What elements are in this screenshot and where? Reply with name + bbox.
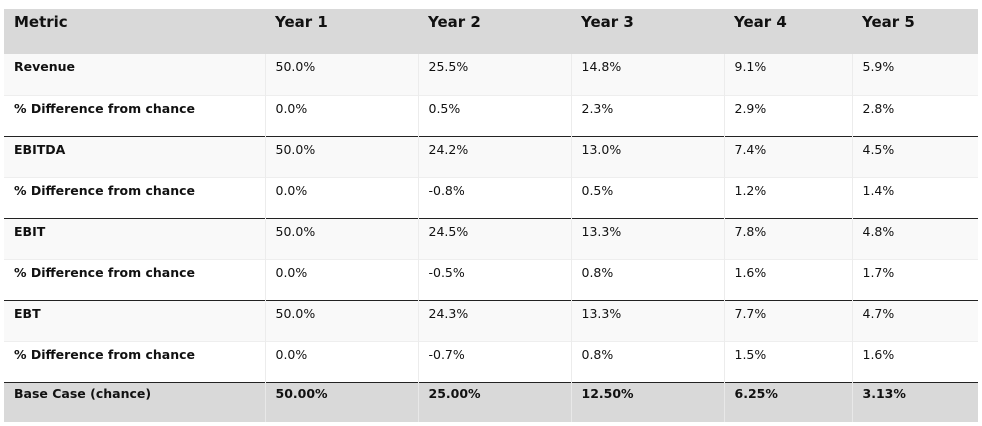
cell-value: 25.5% <box>417 54 571 95</box>
table-row: % Difference from chance 0.0% -0.7% 0.8%… <box>4 340 978 382</box>
header-year-5: Year 5 <box>852 9 978 54</box>
table-row: Revenue 50.0% 25.5% 14.8% 9.1% 5.9% <box>4 54 978 95</box>
table-row: % Difference from chance 0.0% -0.8% 0.5%… <box>4 176 978 218</box>
cell-value: 1.4% <box>851 176 978 218</box>
row-label: % Difference from chance <box>4 94 265 136</box>
cell-value: 1.2% <box>723 176 852 218</box>
cell-value: 2.8% <box>851 94 978 136</box>
cell-value: 50.0% <box>264 217 418 259</box>
cell-value: 0.8% <box>570 258 724 300</box>
cell-value: -0.5% <box>417 258 571 300</box>
row-label: % Difference from chance <box>4 340 265 382</box>
table-row: % Difference from chance 0.0% 0.5% 2.3% … <box>4 94 978 136</box>
cell-value: 50.0% <box>264 54 418 95</box>
cell-value: 4.8% <box>851 217 978 259</box>
header-row: Metric Year 1 Year 2 Year 3 Year 4 Year … <box>4 9 978 54</box>
cell-value: 0.0% <box>264 258 418 300</box>
row-label: EBITDA <box>4 135 265 177</box>
row-label: % Difference from chance <box>4 258 265 300</box>
cell-value: 24.2% <box>417 135 571 177</box>
header-metric: Metric <box>4 9 265 54</box>
cell-value: 24.3% <box>417 299 571 341</box>
cell-value: 6.25% <box>723 381 852 422</box>
cell-value: 14.8% <box>570 54 724 95</box>
table-row: EBT 50.0% 24.3% 13.3% 7.7% 4.7% <box>4 299 978 341</box>
cell-value: 12.50% <box>570 381 724 422</box>
cell-value: 2.3% <box>570 94 724 136</box>
cell-value: 2.9% <box>723 94 852 136</box>
cell-value: 0.0% <box>264 340 418 382</box>
cell-value: 0.0% <box>264 94 418 136</box>
cell-value: 1.5% <box>723 340 852 382</box>
cell-value: 13.3% <box>570 299 724 341</box>
cell-value: 24.5% <box>417 217 571 259</box>
cell-value: 4.5% <box>851 135 978 177</box>
cell-value: 50.0% <box>264 135 418 177</box>
row-label: EBIT <box>4 217 265 259</box>
cell-value: 0.8% <box>570 340 724 382</box>
cell-value: 1.6% <box>851 340 978 382</box>
header-year-4: Year 4 <box>724 9 852 54</box>
table-row-base-case: Base Case (chance) 50.00% 25.00% 12.50% … <box>4 381 978 422</box>
cell-value: 7.8% <box>723 217 852 259</box>
cell-value: 0.5% <box>417 94 571 136</box>
metrics-table: Metric Year 1 Year 2 Year 3 Year 4 Year … <box>4 9 978 422</box>
cell-value: 1.6% <box>723 258 852 300</box>
cell-value: 4.7% <box>851 299 978 341</box>
cell-value: 25.00% <box>417 381 571 422</box>
cell-value: 1.7% <box>851 258 978 300</box>
header-year-2: Year 2 <box>418 9 571 54</box>
cell-value: 7.4% <box>723 135 852 177</box>
cell-value: 5.9% <box>851 54 978 95</box>
row-label: Revenue <box>4 54 265 95</box>
table-row: EBIT 50.0% 24.5% 13.3% 7.8% 4.8% <box>4 217 978 259</box>
cell-value: -0.8% <box>417 176 571 218</box>
row-label: EBT <box>4 299 265 341</box>
cell-value: 13.3% <box>570 217 724 259</box>
row-label: Base Case (chance) <box>4 381 265 422</box>
cell-value: 9.1% <box>723 54 852 95</box>
header-year-3: Year 3 <box>571 9 724 54</box>
cell-value: 50.0% <box>264 299 418 341</box>
metrics-table-container: Metric Year 1 Year 2 Year 3 Year 4 Year … <box>4 9 978 422</box>
cell-value: 0.0% <box>264 176 418 218</box>
cell-value: 7.7% <box>723 299 852 341</box>
table-row: % Difference from chance 0.0% -0.5% 0.8%… <box>4 258 978 300</box>
table-row: EBITDA 50.0% 24.2% 13.0% 7.4% 4.5% <box>4 135 978 177</box>
cell-value: 50.00% <box>264 381 418 422</box>
row-label: % Difference from chance <box>4 176 265 218</box>
cell-value: 0.5% <box>570 176 724 218</box>
cell-value: 13.0% <box>570 135 724 177</box>
header-year-1: Year 1 <box>265 9 418 54</box>
cell-value: -0.7% <box>417 340 571 382</box>
cell-value: 3.13% <box>851 381 978 422</box>
